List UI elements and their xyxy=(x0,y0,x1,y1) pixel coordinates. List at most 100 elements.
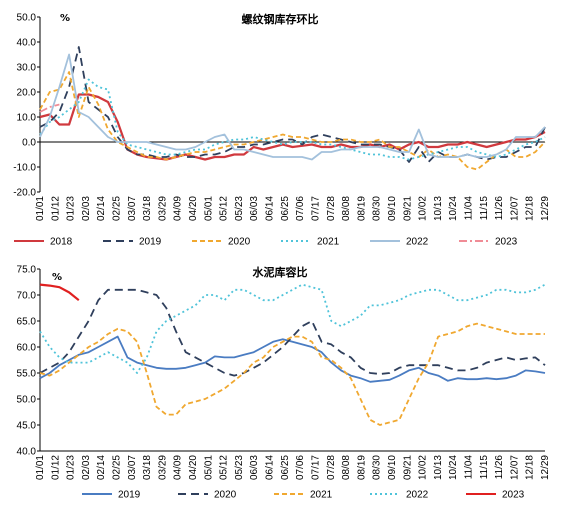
x-tick-label: 07/28 xyxy=(326,455,337,480)
y-tick-labels: -20.0 -10.0 0.0 10.0 20.0 30.0 40.0 50.0 xyxy=(13,13,40,199)
x-tick-label: 01/12 xyxy=(50,196,61,221)
x-tick-label: 12/07 xyxy=(509,455,520,480)
y-tick-label: 40.0 xyxy=(17,447,37,458)
legend-item-2020: 2020 xyxy=(192,237,251,248)
series-line-2023 xyxy=(39,103,60,113)
series-line-2018 xyxy=(39,93,546,161)
x-tick-label: 06/25 xyxy=(280,196,291,221)
legend-item-2019: 2019 xyxy=(103,237,162,248)
y-tick-label: 55.0 xyxy=(17,369,37,380)
x-tick-labels: 01/01 01/12 01/23 02/03 02/14 02/25 03/07 03/18… xyxy=(35,196,551,221)
legend-label: 2019 xyxy=(118,490,141,501)
x-tick-label: 12/18 xyxy=(525,455,536,480)
legend-label: 2021 xyxy=(310,490,333,501)
x-tick-label: 04/20 xyxy=(188,455,199,480)
x-tick-label: 12/07 xyxy=(509,196,520,221)
y-tick-label: 40.0 xyxy=(17,38,37,49)
x-tick-label: 03/29 xyxy=(157,455,168,480)
x-tick-label: 07/06 xyxy=(295,455,306,480)
x-tick-label: 01/01 xyxy=(35,455,46,480)
y-tick-label: 10.0 xyxy=(17,113,37,124)
cement-capacity-chart: 水泥库容比 % 40.0 45.0 50.0 55.0 60.0 65.0 70.0 75.0… xyxy=(17,265,551,501)
y-tick-label: 75.0 xyxy=(17,265,37,276)
legend: 2018 2019 2020 2021 2022 2023 xyxy=(14,237,518,248)
x-tick-label: 07/17 xyxy=(310,196,321,221)
series-line-2020 xyxy=(39,288,546,377)
legend-item-2021: 2021 xyxy=(274,490,333,501)
x-tick-label: 01/01 xyxy=(35,196,46,221)
x-tick-label: 11/04 xyxy=(463,196,474,221)
legend-label: 2022 xyxy=(406,490,429,501)
x-tick-label: 08/30 xyxy=(372,455,383,480)
x-tick-label: 01/23 xyxy=(66,455,77,480)
y-tick-label: 65.0 xyxy=(17,317,37,328)
x-tick-label: 10/13 xyxy=(433,196,444,221)
legend-label: 2018 xyxy=(50,237,73,248)
series-lines xyxy=(39,46,546,171)
x-tick-label: 05/23 xyxy=(234,455,245,480)
legend-item-2022: 2022 xyxy=(370,490,429,501)
x-tick-label: 09/10 xyxy=(387,196,398,221)
legend-item-2022: 2022 xyxy=(370,237,429,248)
series-line-2023 xyxy=(39,283,80,302)
series-line-2021 xyxy=(39,322,545,426)
x-tick-label: 02/14 xyxy=(96,196,107,221)
unit-label: % xyxy=(60,13,70,24)
x-tick-label: 10/24 xyxy=(448,196,459,221)
series-line-2022 xyxy=(39,53,546,161)
x-tick-label: 09/21 xyxy=(402,196,413,221)
legend-item-2020: 2020 xyxy=(178,490,237,501)
legend-item-2023: 2023 xyxy=(466,490,525,501)
rebar-inventory-chart: 螺纹钢库存环比 % -20.0 -10.0 0.0 10.0 20.0 30.0 40.0 5… xyxy=(13,12,551,248)
y-tick-label: -10.0 xyxy=(13,163,36,174)
y-tick-label: 50.0 xyxy=(17,13,37,24)
x-tick-label: 05/12 xyxy=(219,455,230,480)
x-tick-label: 10/02 xyxy=(418,455,429,480)
x-tick-label: 08/19 xyxy=(356,196,367,221)
legend-label: 2020 xyxy=(214,490,237,501)
x-tick-label: 04/20 xyxy=(188,196,199,221)
x-tick-label: 08/19 xyxy=(356,455,367,480)
x-tick-label: 05/23 xyxy=(234,196,245,221)
legend-label: 2023 xyxy=(495,237,518,248)
legend: 2019 2020 2021 2022 2023 xyxy=(82,490,525,501)
x-tick-label: 02/25 xyxy=(112,455,123,480)
series-line-2019 xyxy=(39,335,546,383)
x-tick-label: 03/18 xyxy=(142,455,153,480)
x-tick-label: 04/09 xyxy=(173,196,184,221)
x-tick-label: 12/29 xyxy=(540,196,551,221)
x-tick-label: 01/12 xyxy=(50,455,61,480)
x-tick-label: 05/01 xyxy=(203,455,214,480)
x-tick-label: 09/21 xyxy=(402,455,413,480)
x-tick-label: 06/03 xyxy=(249,455,260,480)
y-tick-label: 0.0 xyxy=(22,138,36,149)
y-tick-label: 70.0 xyxy=(17,291,37,302)
x-tick-label: 11/26 xyxy=(494,455,505,480)
series-lines xyxy=(39,283,546,426)
x-tick-label: 10/24 xyxy=(448,455,459,480)
x-tick-label: 12/18 xyxy=(525,196,536,221)
legend-item-2021: 2021 xyxy=(281,237,340,248)
x-tick-label: 08/08 xyxy=(341,455,352,480)
x-tick-label: 02/03 xyxy=(81,455,92,480)
series-line-2019 xyxy=(39,46,546,163)
y-tick-label: -20.0 xyxy=(13,188,36,199)
x-tick-label: 01/23 xyxy=(66,196,77,221)
x-tick-label: 07/28 xyxy=(326,196,337,221)
x-tick-label: 02/14 xyxy=(96,455,107,480)
y-tick-label: 60.0 xyxy=(17,343,37,354)
x-tick-label: 08/30 xyxy=(372,196,383,221)
legend-item-2018: 2018 xyxy=(14,237,73,248)
y-tick-label: 50.0 xyxy=(17,395,37,406)
x-tick-label: 03/07 xyxy=(127,455,138,480)
x-tick-label: 10/02 xyxy=(418,196,429,221)
y-tick-label: 45.0 xyxy=(17,421,37,432)
legend-label: 2023 xyxy=(502,490,525,501)
x-tick-label: 08/08 xyxy=(341,196,352,221)
x-tick-label: 03/18 xyxy=(142,196,153,221)
legend-item-2019: 2019 xyxy=(82,490,141,501)
x-tick-label: 05/12 xyxy=(219,196,230,221)
legend-label: 2022 xyxy=(406,237,429,248)
series-line-2020 xyxy=(39,71,546,171)
